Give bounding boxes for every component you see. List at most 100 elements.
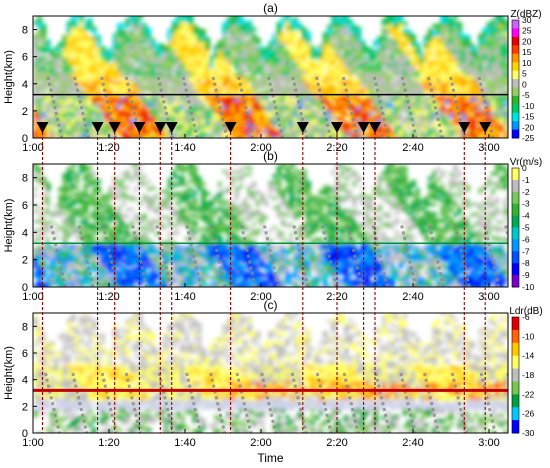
colorbar-swatch	[512, 275, 519, 288]
fall-streak	[124, 76, 142, 138]
fall-streak	[292, 225, 310, 287]
fall-streak	[400, 76, 418, 138]
y-tick-label: 6	[22, 200, 28, 212]
x-tick-label: 1:40	[174, 291, 195, 303]
colorbar-swatch	[512, 355, 519, 370]
y-tick-label: 0	[22, 133, 28, 145]
colorbar-tick-label: -9	[522, 270, 530, 280]
fall-streak	[156, 76, 174, 138]
colorbar-swatch	[512, 191, 519, 205]
x-tick-label: 2:00	[250, 437, 271, 449]
colorbar-tick-label: -1	[522, 175, 530, 185]
plot-frame	[32, 163, 509, 288]
fall-streak	[423, 372, 440, 433]
event-marker-triangle	[154, 122, 167, 133]
y-tick-label: 2	[22, 255, 28, 267]
colorbar-swatch	[512, 28, 519, 38]
fall-streak	[100, 372, 118, 433]
x-tick-label: 2:40	[402, 142, 423, 154]
y-tick-label: 4	[22, 375, 28, 387]
colorbar-swatch	[512, 95, 519, 105]
colorbar-tick-label: -30	[522, 428, 535, 438]
panel-label: (a)	[263, 1, 278, 15]
colorbar-tick-label: 0	[522, 79, 527, 89]
x-tick-label: 2:40	[402, 291, 423, 303]
event-marker-triangle	[165, 122, 178, 133]
fall-streak	[100, 76, 118, 138]
colorbar-tick-label: -10	[522, 331, 535, 341]
colorbar-title: Ldr(dB)	[509, 306, 542, 317]
colorbar-frame	[511, 316, 520, 434]
fall-streak	[449, 76, 466, 138]
event-marker-triangle	[458, 122, 471, 133]
event-marker-triangle	[479, 122, 492, 133]
x-tick-label: 2:00	[250, 142, 271, 154]
y-tick-label: 2	[22, 401, 28, 413]
fall-streak	[209, 372, 227, 433]
fall-streak	[399, 372, 417, 433]
x-tick-label: 2:20	[326, 437, 347, 449]
y-tick-label: 4	[22, 227, 28, 239]
fall-streak	[181, 76, 199, 138]
colorbar-tick-label: -10	[522, 282, 535, 292]
fall-streak	[400, 225, 418, 287]
echo-field-1	[33, 164, 508, 287]
x-tick-label: 1:20	[98, 437, 119, 449]
fall-streak	[46, 76, 64, 138]
colorbar-swatch	[512, 407, 519, 421]
colorbar-swatch	[512, 62, 519, 72]
fall-streak	[450, 372, 468, 433]
x-tick-label: 3:00	[478, 291, 499, 303]
colorbar-tick-label: -25	[522, 133, 535, 143]
fall-streak	[185, 372, 203, 433]
colorbar-tick-label: -14	[522, 351, 535, 361]
fall-streak	[371, 225, 389, 287]
colorbar-swatch	[512, 53, 519, 63]
fall-streak	[237, 76, 255, 138]
fall-streak	[341, 76, 359, 138]
y-tick-label: 6	[22, 348, 28, 360]
fall-streak	[73, 76, 91, 138]
fall-streak	[428, 225, 446, 287]
event-marker-triangle	[369, 122, 381, 133]
x-tick-label: 1:00	[22, 291, 43, 303]
event-marker-triangle	[224, 122, 237, 133]
plot-frame	[32, 15, 509, 139]
x-tick-label: 2:40	[402, 437, 423, 449]
fall-streak	[372, 76, 390, 138]
colorbar-swatch	[512, 420, 519, 434]
event-marker-triangle	[36, 122, 49, 133]
fall-streak	[262, 225, 280, 287]
colorbar-swatch	[512, 168, 519, 181]
colorbar-swatch	[512, 227, 519, 240]
echo-field-0	[33, 16, 508, 138]
fall-streak	[77, 225, 95, 287]
colorbar-swatch	[512, 121, 519, 131]
fall-streak	[426, 76, 444, 138]
colorbar-swatch	[512, 203, 519, 217]
colorbar-frame	[511, 19, 520, 139]
colorbar-tick-label: 25	[522, 26, 532, 36]
y-tick-label: 0	[22, 282, 28, 294]
colorbar-swatch	[512, 251, 519, 264]
x-axis-label: Time	[257, 451, 284, 465]
fall-streak	[124, 372, 142, 433]
fall-streak	[453, 225, 471, 287]
fall-streak	[315, 76, 332, 138]
colorbar-tick-label: -4	[522, 211, 530, 221]
colorbar-swatch	[512, 104, 519, 114]
colorbar-swatch	[512, 381, 519, 395]
colorbar-swatch	[512, 70, 519, 80]
colorbar-swatch	[512, 179, 519, 193]
colorbar-tick-label: -3	[522, 199, 530, 209]
fall-streak	[477, 76, 495, 138]
x-tick-label: 1:40	[174, 437, 195, 449]
colorbar-tick-label: 15	[522, 47, 532, 57]
event-marker-triangle	[133, 122, 146, 133]
colorbar-swatch	[512, 87, 519, 97]
fall-streak	[44, 372, 61, 433]
fall-streak	[342, 372, 360, 433]
colorbar-tick-label: -5	[522, 223, 530, 233]
y-tick-label: 8	[22, 25, 28, 37]
colorbar-tick-label: 0	[522, 163, 527, 173]
